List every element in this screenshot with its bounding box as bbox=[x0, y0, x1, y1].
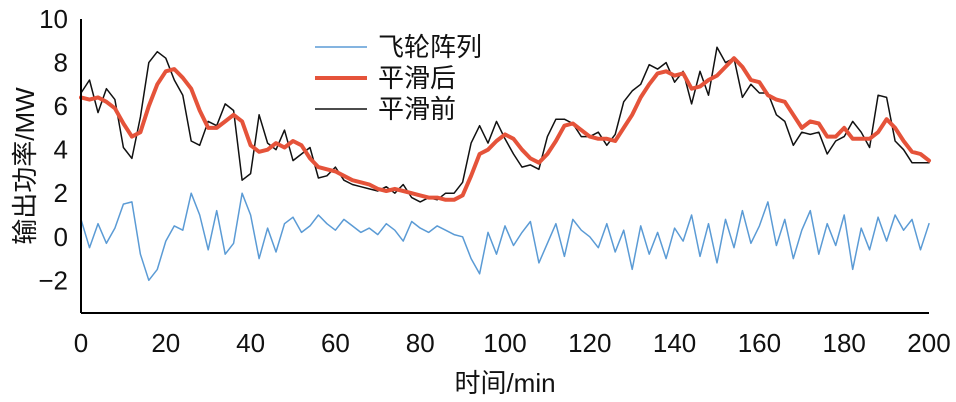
y-tick-label: 10 bbox=[39, 4, 68, 34]
series-line-smoothed bbox=[79, 56, 931, 202]
series-line-flywheel bbox=[80, 192, 930, 282]
series-line-raw bbox=[80, 46, 930, 203]
legend-label-raw: 平滑前 bbox=[378, 94, 456, 124]
x-axis-title: 时间/min bbox=[454, 368, 555, 398]
x-tick-label: 80 bbox=[406, 328, 435, 358]
legend-label-flywheel: 飞轮阵列 bbox=[378, 32, 482, 62]
x-tick-label: 180 bbox=[823, 328, 866, 358]
x-tick-label: 200 bbox=[907, 328, 950, 358]
axes bbox=[80, 19, 929, 314]
x-tick-label: 120 bbox=[568, 328, 611, 358]
x-tick-label: 20 bbox=[151, 328, 180, 358]
y-axis-title: 输出功率/MW bbox=[10, 87, 40, 245]
legend: 飞轮阵列 平滑后 平滑前 bbox=[315, 32, 482, 124]
x-tick-label: 160 bbox=[738, 328, 781, 358]
y-tick-label: 0 bbox=[54, 222, 68, 252]
x-tick-label: 100 bbox=[483, 328, 526, 358]
y-tick-label: 8 bbox=[54, 48, 68, 78]
x-tick-label: 40 bbox=[236, 328, 265, 358]
y-tick-label: 2 bbox=[54, 178, 68, 208]
x-tick-label: 0 bbox=[74, 328, 88, 358]
x-tick-label: 140 bbox=[653, 328, 696, 358]
x-tick-label: 60 bbox=[321, 328, 350, 358]
y-tick-label: 4 bbox=[54, 135, 68, 165]
y-tick-label: 6 bbox=[54, 91, 68, 121]
y-tick-label: −2 bbox=[38, 265, 68, 295]
tick-labels: 0 20 40 60 80 100 120 140 160 180 200 −2 0 2 4 6 8 10 bbox=[38, 4, 950, 358]
legend-label-smoothed: 平滑后 bbox=[378, 63, 456, 93]
plot-area bbox=[79, 46, 931, 282]
